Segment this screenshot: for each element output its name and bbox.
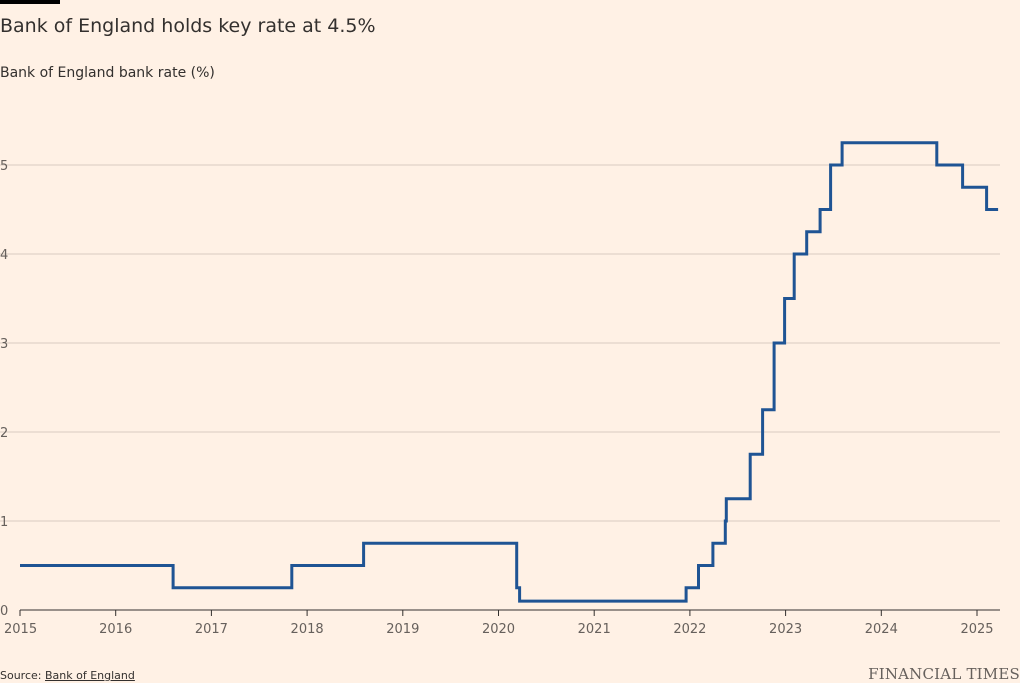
y-tick-label-4: 4 <box>0 248 8 263</box>
x-tick-label-2020: 2020 <box>482 622 515 637</box>
ft-logo: FINANCIAL TIMES <box>868 665 1020 683</box>
y-tick-label-5: 5 <box>0 159 8 174</box>
x-axis: 2015 2016 2017 2018 2019 2020 2021 2022 2023 2024… <box>4 609 1000 637</box>
x-tick-label-2025: 2025 <box>960 622 993 637</box>
x-tick-label-2024: 2024 <box>865 622 898 637</box>
series-line-bank-rate <box>20 141 999 603</box>
y-tick-label-3: 3 <box>0 337 8 352</box>
y-tick-label-0: 0 <box>0 604 8 619</box>
x-tick-label-2021: 2021 <box>578 622 611 637</box>
x-tick-label-2016: 2016 <box>99 622 132 637</box>
x-tick-label-2017: 2017 <box>195 622 228 637</box>
source-link[interactable]: Bank of England <box>45 669 135 682</box>
y-tick-label-2: 2 <box>0 426 8 441</box>
y-tick-label-1: 1 <box>0 515 8 530</box>
x-tick-label-2019: 2019 <box>386 622 419 637</box>
series-layer <box>20 141 999 603</box>
y-axis-tick-labels: 0 1 2 3 4 5 <box>0 159 8 619</box>
x-tick-label-2022: 2022 <box>673 622 706 637</box>
x-tick-label-2018: 2018 <box>291 622 324 637</box>
grid-lines <box>0 164 1000 522</box>
chart-title: Bank of England holds key rate at 4.5% <box>0 15 376 37</box>
source-prefix: Source: <box>0 669 42 682</box>
x-tick-label-2023: 2023 <box>769 622 802 637</box>
chart-subtitle: Bank of England bank rate (%) <box>0 65 215 81</box>
x-tick-label-2015: 2015 <box>4 622 37 637</box>
brand-top-bar <box>0 0 60 4</box>
source-note: Source: Bank of England <box>0 669 135 682</box>
